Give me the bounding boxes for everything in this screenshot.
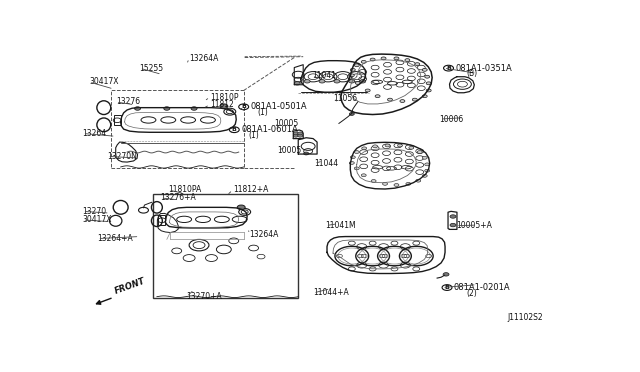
- Circle shape: [360, 80, 365, 83]
- Text: 081A1-0601A: 081A1-0601A: [241, 125, 298, 134]
- Text: 11812: 11812: [210, 100, 234, 109]
- Text: 11044: 11044: [314, 159, 338, 168]
- Circle shape: [409, 146, 414, 149]
- Circle shape: [355, 81, 360, 84]
- Circle shape: [450, 215, 456, 218]
- Circle shape: [220, 104, 228, 109]
- Circle shape: [381, 57, 386, 60]
- Circle shape: [350, 68, 355, 71]
- Circle shape: [422, 95, 428, 97]
- Circle shape: [298, 134, 303, 137]
- Circle shape: [304, 80, 310, 83]
- Circle shape: [349, 80, 355, 83]
- Circle shape: [334, 80, 340, 83]
- Circle shape: [394, 57, 399, 60]
- Text: 13264: 13264: [83, 129, 107, 138]
- Text: 13270: 13270: [83, 207, 107, 216]
- Text: 11810P: 11810P: [210, 93, 239, 102]
- Text: J11102S2: J11102S2: [508, 313, 543, 322]
- Circle shape: [372, 145, 378, 148]
- Text: 13264+A: 13264+A: [97, 234, 133, 243]
- Text: 11041M: 11041M: [326, 221, 356, 230]
- Circle shape: [349, 161, 355, 164]
- Text: 10005: 10005: [277, 145, 301, 154]
- Text: 13264A: 13264A: [189, 54, 218, 62]
- Circle shape: [293, 134, 298, 137]
- Circle shape: [426, 89, 431, 92]
- Circle shape: [397, 144, 403, 147]
- Circle shape: [450, 223, 456, 227]
- Circle shape: [405, 59, 410, 61]
- Text: B: B: [445, 285, 449, 290]
- Circle shape: [349, 112, 355, 115]
- Circle shape: [361, 60, 366, 63]
- Text: 15255: 15255: [140, 64, 164, 73]
- Text: 11812+A: 11812+A: [233, 185, 268, 194]
- Circle shape: [412, 98, 417, 101]
- Circle shape: [304, 152, 308, 155]
- Circle shape: [406, 182, 411, 185]
- Text: 081A1-0351A: 081A1-0351A: [456, 64, 512, 73]
- Circle shape: [349, 74, 355, 77]
- Circle shape: [443, 273, 449, 276]
- Text: 11044+A: 11044+A: [313, 288, 349, 298]
- Text: 11810PA: 11810PA: [168, 185, 202, 194]
- Text: 13276+A: 13276+A: [161, 193, 196, 202]
- Circle shape: [293, 132, 298, 135]
- Circle shape: [425, 163, 429, 166]
- Circle shape: [394, 183, 399, 186]
- Text: 11056: 11056: [333, 94, 357, 103]
- Circle shape: [191, 107, 197, 110]
- Circle shape: [425, 75, 429, 78]
- Text: 30417X: 30417X: [83, 215, 112, 224]
- Text: 11041: 11041: [312, 71, 336, 80]
- Text: (2): (2): [466, 289, 477, 298]
- Text: 10005+A: 10005+A: [456, 221, 492, 230]
- Circle shape: [371, 180, 376, 182]
- Circle shape: [400, 100, 405, 103]
- Circle shape: [294, 81, 300, 85]
- Circle shape: [355, 64, 359, 67]
- Circle shape: [415, 63, 420, 65]
- Circle shape: [365, 89, 370, 92]
- Text: (1): (1): [257, 108, 268, 117]
- Circle shape: [134, 107, 141, 110]
- Text: 10006: 10006: [440, 115, 464, 124]
- Circle shape: [426, 82, 431, 85]
- Circle shape: [237, 205, 245, 210]
- Text: FRONT: FRONT: [114, 276, 147, 296]
- Circle shape: [416, 179, 420, 182]
- Text: 30417X: 30417X: [89, 77, 118, 86]
- Text: 13270N: 13270N: [108, 152, 137, 161]
- Circle shape: [298, 132, 303, 135]
- Circle shape: [164, 107, 170, 110]
- Text: (B): (B): [466, 69, 477, 78]
- Text: 10005: 10005: [275, 119, 299, 128]
- Circle shape: [355, 167, 359, 170]
- Circle shape: [425, 169, 429, 172]
- Circle shape: [370, 58, 375, 61]
- Circle shape: [422, 68, 428, 71]
- Circle shape: [375, 95, 380, 97]
- Text: 13264A: 13264A: [250, 230, 279, 239]
- Circle shape: [417, 151, 422, 154]
- Text: B: B: [446, 65, 451, 71]
- Circle shape: [388, 98, 392, 101]
- Circle shape: [361, 174, 366, 177]
- Circle shape: [362, 147, 367, 150]
- Text: B: B: [232, 127, 237, 132]
- Circle shape: [422, 156, 428, 159]
- Text: 13270+A: 13270+A: [187, 292, 222, 301]
- Text: 13276: 13276: [116, 97, 140, 106]
- Text: 081A1-0201A: 081A1-0201A: [454, 283, 511, 292]
- Circle shape: [355, 151, 359, 154]
- Text: 081A1-0501A: 081A1-0501A: [251, 102, 307, 111]
- Circle shape: [385, 144, 390, 147]
- Circle shape: [422, 174, 428, 177]
- Circle shape: [383, 182, 388, 185]
- Text: B: B: [241, 104, 246, 109]
- Text: (1): (1): [249, 131, 259, 140]
- Circle shape: [350, 156, 355, 158]
- Circle shape: [319, 80, 325, 83]
